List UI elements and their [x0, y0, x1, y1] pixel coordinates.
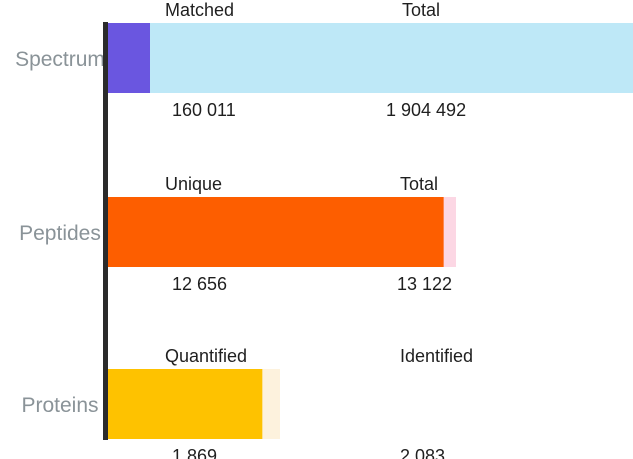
total-caption-proteins: Identified	[400, 346, 473, 366]
part-caption-peptides: Unique	[165, 174, 222, 194]
total-caption-spectrum: Total	[402, 0, 440, 20]
row-label-proteins: Proteins	[21, 394, 98, 417]
part-value-spectrum: 160 011	[172, 100, 236, 120]
total-caption-peptides: Total	[400, 174, 438, 194]
part-caption-spectrum: Matched	[165, 0, 234, 20]
total-value-proteins: 2 083	[400, 446, 445, 459]
part-value-proteins: 1 869	[172, 446, 217, 459]
total-value-peptides: 13 122	[397, 274, 452, 294]
bar-part-proteins	[108, 369, 263, 439]
y-axis-line	[103, 22, 108, 440]
row-label-peptides: Peptides	[19, 222, 101, 245]
total-value-spectrum: 1 904 492	[386, 100, 466, 120]
bar-part-peptides	[108, 197, 444, 267]
bar-total-spectrum	[108, 23, 633, 93]
part-caption-proteins: Quantified	[165, 346, 247, 366]
part-value-peptides: 12 656	[172, 274, 227, 294]
row-label-spectrum: Spectrum	[15, 48, 105, 71]
bar-part-spectrum	[108, 23, 150, 93]
